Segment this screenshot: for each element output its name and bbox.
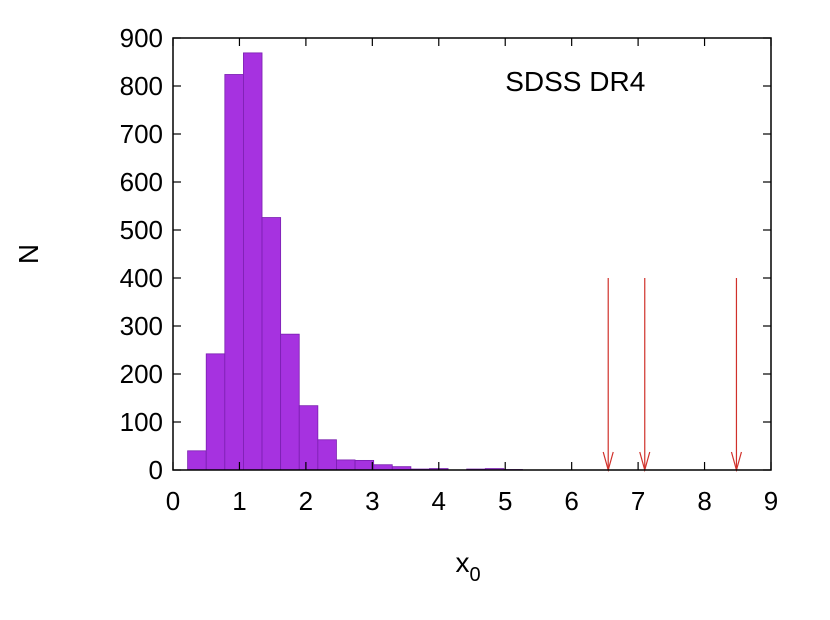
- y-tick-label: 800: [120, 71, 163, 101]
- histogram-bar-9: [354, 459, 375, 471]
- y-tick-label: 300: [120, 311, 163, 341]
- annotation-label: SDSS DR4: [505, 66, 645, 97]
- x-axis-label-main: x: [455, 547, 469, 578]
- x-tick-label: 1: [232, 486, 246, 516]
- x-tick-label: 9: [764, 486, 778, 516]
- y-tick-label: 700: [120, 119, 163, 149]
- histogram-bar-0: [187, 450, 207, 471]
- histogram-bar-5: [280, 333, 300, 471]
- y-tick-label: 900: [120, 23, 163, 53]
- x-tick-label: 3: [365, 486, 379, 516]
- y-tick-label: 200: [120, 359, 163, 389]
- y-tick-label: 0: [149, 455, 163, 485]
- x-tick-label: 6: [564, 486, 578, 516]
- x-axis-label: x0: [455, 547, 480, 586]
- histogram-bars: [187, 52, 523, 471]
- histogram-bar-1: [205, 353, 226, 471]
- arrow-markers: [602, 278, 743, 473]
- histogram-bar-3: [243, 52, 263, 471]
- x-tick-label: 0: [166, 486, 180, 516]
- y-tick-label: 600: [120, 167, 163, 197]
- chart-annotations: SDSS DR4: [505, 66, 645, 97]
- x-tick-label: 8: [697, 486, 711, 516]
- y-tick-label: 500: [120, 215, 163, 245]
- y-tick-label: 400: [120, 263, 163, 293]
- x-axis-label-subscript: 0: [469, 564, 480, 586]
- x-tick-label: 4: [432, 486, 446, 516]
- y-axis-label: N: [13, 244, 44, 264]
- histogram-bar-4: [261, 217, 282, 471]
- histogram-bar-2: [224, 74, 244, 471]
- y-tick-label: 100: [120, 407, 163, 437]
- histogram-bar-8: [336, 459, 356, 471]
- x-tick-label: 5: [498, 486, 512, 516]
- plot-frame: [172, 37, 772, 471]
- histogram-bar-7: [317, 439, 337, 471]
- histogram-bar-6: [298, 405, 319, 471]
- x-tick-label: 7: [631, 486, 645, 516]
- y-axis-ticks: 0 100 200 300 400 500 600 700 800 900: [120, 23, 771, 485]
- histogram-bar-10: [373, 464, 393, 471]
- x-axis-ticks: 0 1 2 3 4 5 6 7 8 9: [166, 38, 778, 516]
- x-tick-label: 2: [299, 486, 313, 516]
